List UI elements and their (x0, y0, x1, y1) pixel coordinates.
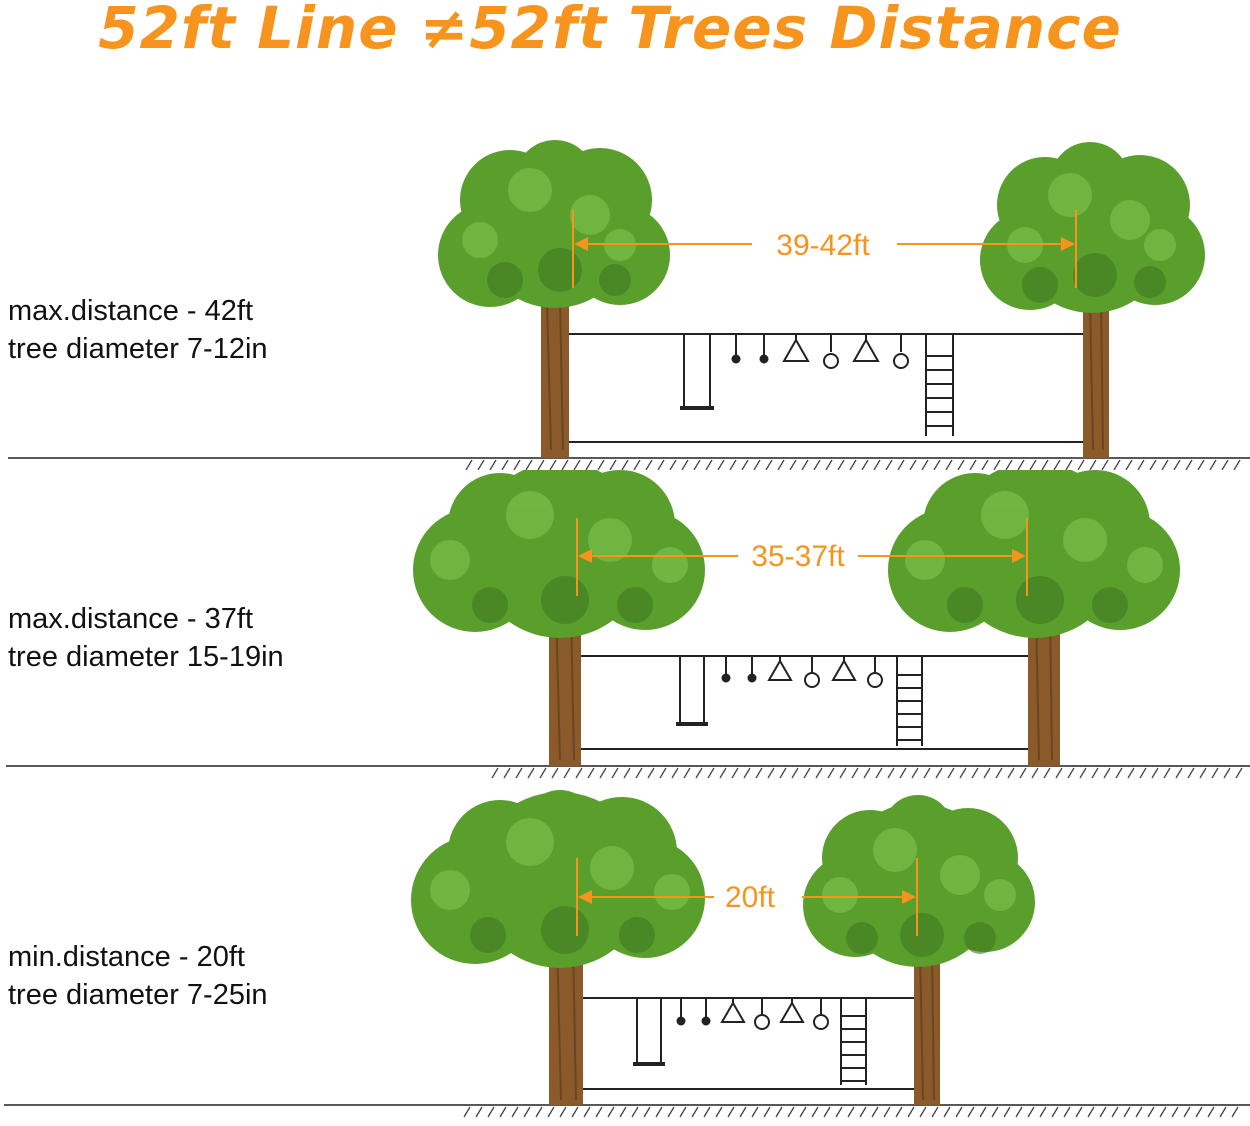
diameter-label: tree diameter 7-12in (8, 333, 268, 365)
ring-icon (867, 656, 883, 688)
panel-label: min.distance - 20ft tree diameter 7-25in (8, 938, 268, 1014)
ladder-icon (896, 656, 923, 746)
tree-trunk (914, 940, 940, 1105)
distance-label: max.distance - 42ft (8, 295, 253, 327)
distance-label: min.distance - 20ft (8, 941, 245, 973)
tree-scene: 20ft (4, 790, 1250, 1118)
diameter-label: tree diameter 15-19in (8, 641, 284, 673)
triangle-icon (852, 334, 880, 362)
right-tree (888, 470, 1180, 766)
distance-value: 35-37ft (751, 540, 845, 573)
ball-icon (747, 656, 757, 683)
ball-icon (759, 334, 769, 364)
panel-label: max.distance - 37ft tree diameter 15-19i… (8, 600, 284, 676)
ring-icon (823, 334, 839, 369)
page-title: 52ft Line ≠52ft Trees Distance (98, 0, 1122, 62)
ladder-icon (925, 334, 954, 436)
ground-hatch (491, 767, 1243, 779)
tree-scene: 39-42ft (8, 140, 1250, 470)
ball-icon (701, 998, 711, 1026)
panel-label: max.distance - 42ft tree diameter 7-12in (8, 292, 268, 368)
panel-max-37ft: max.distance - 37ft tree diameter 15-19i… (0, 470, 1250, 780)
ring-icon (754, 998, 770, 1030)
diameter-label: tree diameter 7-25in (8, 979, 268, 1011)
distance-label: max.distance - 37ft (8, 603, 253, 635)
swing-icon (676, 656, 708, 726)
tree-scene: 35-37ft (6, 470, 1250, 779)
triangle-icon (831, 656, 857, 681)
ring-icon (893, 334, 909, 369)
distance-marker (576, 858, 918, 936)
distance-value: 39-42ft (776, 229, 870, 262)
swing-icon (680, 334, 714, 410)
swing-icon (633, 998, 665, 1066)
tree-trunk (1083, 290, 1109, 458)
panel-min-20ft: min.distance - 20ft tree diameter 7-25in (0, 780, 1250, 1126)
obstacle-line (583, 997, 914, 1090)
ladder-icon (840, 998, 867, 1085)
ball-icon (731, 334, 741, 364)
left-tree (438, 140, 670, 458)
tree-trunk (541, 280, 569, 458)
ball-icon (676, 998, 686, 1026)
distance-value: 20ft (725, 881, 776, 914)
ground-hatch (463, 1106, 1239, 1118)
ball-icon (721, 656, 731, 683)
distance-marker (572, 210, 1077, 288)
triangle-icon (720, 998, 746, 1023)
panel-max-42ft: max.distance - 42ft tree diameter 7-12in (0, 0, 1250, 470)
right-tree (803, 795, 1035, 1105)
triangle-icon (767, 656, 793, 681)
triangle-icon (782, 334, 810, 362)
obstacle-line (569, 333, 1083, 443)
ground-hatch (465, 459, 1241, 470)
obstacle-line (581, 655, 1028, 750)
distance-marker (576, 518, 1028, 596)
left-tree (413, 470, 705, 766)
ring-icon (804, 656, 820, 688)
right-tree (980, 142, 1205, 458)
ring-icon (813, 998, 829, 1030)
triangle-icon (779, 998, 805, 1023)
